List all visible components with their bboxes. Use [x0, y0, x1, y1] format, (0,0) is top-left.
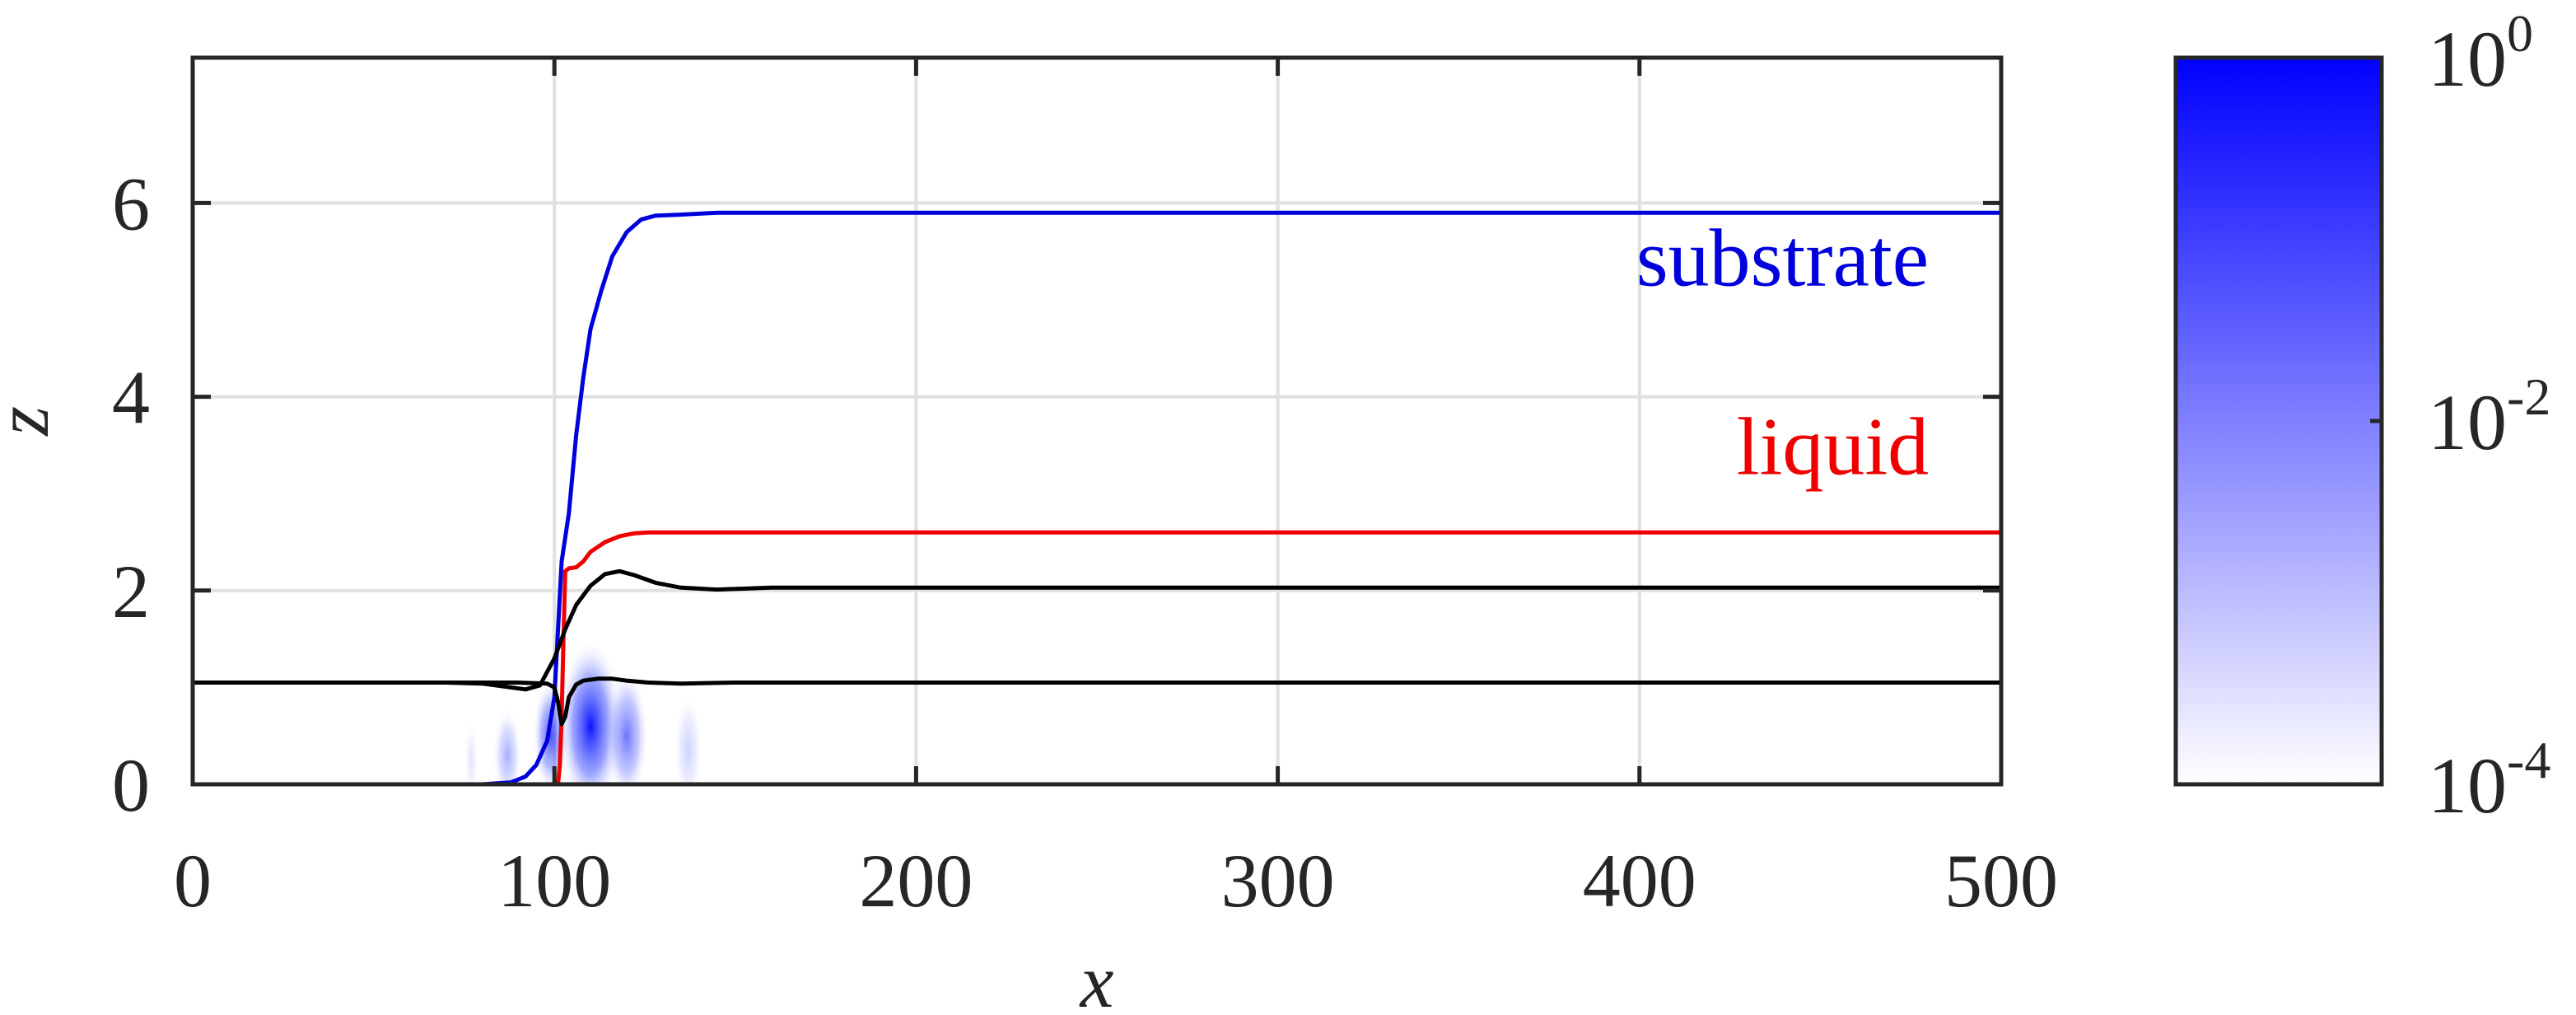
- series-line: [193, 568, 2001, 692]
- heatmap-blob: [604, 667, 649, 784]
- x-tick-label: 400: [1583, 839, 1696, 923]
- colorbar-tick-label: 100: [2428, 4, 2533, 103]
- x-tick-label: 0: [174, 839, 212, 923]
- y-axis-label: z: [0, 406, 64, 437]
- y-tick-label: 4: [112, 356, 150, 440]
- x-axis-label: x: [1079, 939, 1114, 1015]
- series-line: [193, 676, 2001, 727]
- series-line: [193, 530, 2001, 784]
- y-tick-label: 2: [112, 550, 150, 634]
- y-tick-label: 0: [112, 743, 150, 827]
- heatmap-blob: [464, 721, 478, 784]
- series-annotation: substrate: [1636, 212, 1929, 303]
- colorbar-ticks: 100 10-2 10-4: [2370, 4, 2550, 830]
- heatmap-blob: [674, 692, 703, 784]
- plot-frame: [190, 55, 2004, 787]
- x-tick-label: 200: [859, 839, 973, 923]
- x-tick-label: 100: [497, 839, 611, 923]
- series-annotation: liquid: [1737, 401, 1929, 493]
- ticks: [190, 58, 2004, 787]
- series-group: [193, 210, 2001, 784]
- y-tick-label: 6: [112, 161, 150, 246]
- series-line: [193, 210, 2001, 784]
- colorbar-tick-label: 10-4: [2428, 731, 2550, 830]
- x-tick-label: 300: [1221, 839, 1335, 923]
- grid: [193, 58, 2001, 784]
- tick-labels: 0 100 200 300 400 500 0 2 4 6: [112, 161, 2058, 923]
- colorbar: [2173, 55, 2384, 787]
- x-tick-label: 500: [1944, 839, 2058, 923]
- colorbar-tick-label: 10-2: [2428, 367, 2550, 466]
- annotations: substrate liquid: [1636, 212, 1929, 492]
- plot-area: [193, 58, 2001, 784]
- heatmap-blob: [492, 706, 522, 784]
